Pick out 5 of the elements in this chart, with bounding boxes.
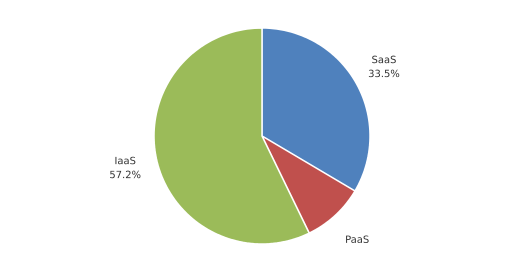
slice-label: PaaS [346, 235, 369, 244]
data-label: 57.2% [110, 170, 140, 178]
slice-label: SaaS [372, 56, 396, 64]
slice-label: IaaS [115, 156, 136, 164]
data-label: 33.5% [368, 70, 400, 78]
